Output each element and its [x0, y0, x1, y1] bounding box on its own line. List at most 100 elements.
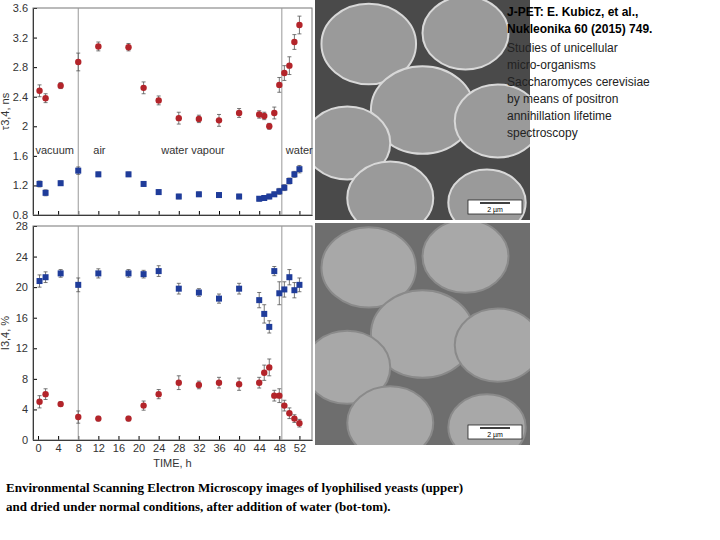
- data-point: [296, 420, 302, 426]
- error-bar: [217, 193, 221, 197]
- error-bar: [277, 188, 281, 194]
- citation: J-PET: E. Kubicz, et al.,: [507, 5, 638, 19]
- x-tick-mark: [139, 211, 140, 215]
- x-tick: 32: [193, 436, 205, 454]
- data-point: [286, 410, 292, 416]
- x-tick: [118, 211, 119, 215]
- data-point: [125, 44, 131, 50]
- x-tick: [58, 211, 59, 215]
- plot-background: [33, 226, 312, 440]
- scale-bar-box: [468, 425, 522, 439]
- x-tick: [38, 211, 39, 215]
- data-point: [42, 391, 48, 397]
- error-bar: [272, 192, 276, 196]
- data-point: [36, 88, 42, 94]
- x-tick: [299, 211, 300, 215]
- x-tick-mark: [118, 211, 119, 215]
- data-point: [266, 123, 272, 129]
- data-point: [296, 166, 302, 172]
- yeast-cell: [347, 161, 433, 220]
- data-point: [261, 370, 267, 376]
- description: micro-organisms: [507, 58, 596, 72]
- y-axis-title: τ3,4, ns: [0, 92, 11, 130]
- x-tick-mark: [219, 211, 220, 215]
- data-point: [271, 268, 277, 274]
- data-point: [156, 268, 162, 274]
- data-point: [176, 194, 182, 200]
- x-tick-mark: [118, 436, 119, 440]
- y-tick-label: 20: [16, 281, 28, 293]
- error-bar: [177, 283, 181, 294]
- y-tick-label: 3.6: [13, 2, 28, 14]
- phase-label: water: [285, 144, 313, 156]
- x-tick-label: 32: [193, 442, 205, 454]
- data-points: [36, 16, 302, 202]
- data-point: [37, 278, 43, 284]
- x-tick-mark: [279, 211, 280, 215]
- phase-label: air: [93, 144, 106, 156]
- data-point: [140, 85, 146, 91]
- data-point: [296, 282, 302, 288]
- data-point: [281, 286, 287, 292]
- data-point: [216, 192, 222, 198]
- x-tick-label: 48: [274, 442, 286, 454]
- y-tick: 16: [16, 312, 37, 324]
- data-point: [176, 379, 182, 385]
- error-bar: [96, 269, 100, 278]
- x-tick: [199, 211, 200, 215]
- x-tick-mark: [98, 436, 99, 440]
- data-point: [261, 311, 267, 317]
- y-tick-mark: [33, 38, 37, 39]
- phase-separator: [78, 226, 79, 440]
- x-tick-mark: [239, 211, 240, 215]
- y-tick-mark: [33, 318, 37, 319]
- x-axis-title: TIME, h: [153, 457, 192, 469]
- error-bar: [277, 282, 281, 305]
- data-point: [176, 115, 182, 121]
- x-tick: 0: [35, 436, 41, 454]
- y-tick: 12: [16, 342, 37, 354]
- y-tick: 24: [16, 251, 37, 263]
- data-point: [156, 189, 162, 195]
- x-tick-mark: [299, 436, 300, 440]
- data-point: [276, 392, 282, 398]
- x-axis: 0481216202428323640444852: [34, 436, 313, 454]
- data-point: [57, 82, 63, 88]
- y-tick-label: 2: [22, 120, 28, 132]
- data-point: [271, 110, 277, 116]
- data-point: [286, 178, 292, 184]
- x-tick: 12: [93, 436, 105, 454]
- x-tick-label: 28: [173, 442, 185, 454]
- x-tick-mark: [179, 211, 180, 215]
- caption: Environmental Scanning Electron Microsco…: [6, 480, 463, 495]
- data-point: [286, 62, 292, 68]
- x-tick-label: 20: [133, 442, 145, 454]
- x-tick: 24: [153, 436, 165, 454]
- data-point: [291, 39, 297, 45]
- error-bar: [237, 283, 241, 294]
- x-tick-mark: [259, 436, 260, 440]
- y-axis: 0481216202428: [16, 220, 37, 446]
- phase-label: vacuum: [36, 144, 75, 156]
- y-tick: 8: [22, 373, 37, 385]
- data-point: [75, 282, 81, 288]
- error-bar: [142, 182, 146, 186]
- y-tick-mark: [33, 348, 37, 349]
- x-tick: 52: [294, 436, 306, 454]
- x-tick-mark: [219, 436, 220, 440]
- x-tick: [219, 211, 220, 215]
- error-bar: [262, 305, 266, 323]
- data-point: [256, 379, 262, 385]
- y-tick-mark: [33, 257, 37, 258]
- x-tick-label: 40: [233, 442, 245, 454]
- y-tick-label: 3.2: [13, 32, 28, 44]
- error-bar: [127, 270, 131, 278]
- data-point: [196, 191, 202, 197]
- x-tick-mark: [159, 436, 160, 440]
- data-point: [196, 116, 202, 122]
- x-tick: 36: [213, 436, 225, 454]
- y-tick-label: 24: [16, 251, 28, 263]
- data-point: [176, 286, 182, 292]
- error-bar: [217, 294, 221, 303]
- data-point: [155, 97, 161, 103]
